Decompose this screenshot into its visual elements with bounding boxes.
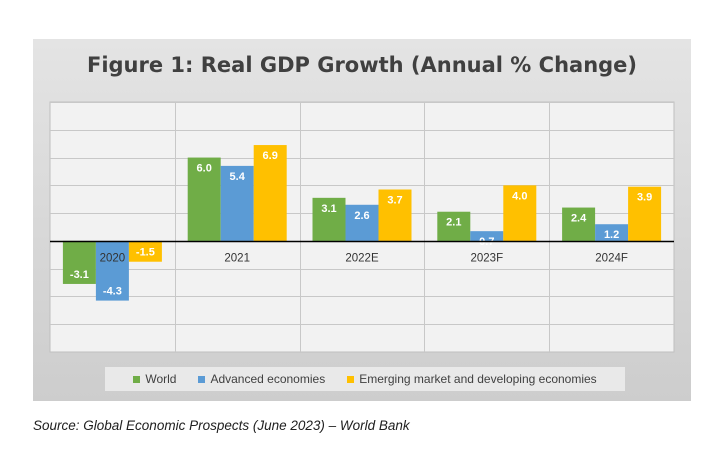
data-label-advanced-economies-2020: -4.3 — [103, 286, 122, 298]
plot-area: -3.16.03.12.1 2.4-4.35.42.60.71.2-1.56.93… — [49, 101, 675, 353]
chart-card: Figure 1: Real GDP Growth (Annual % Chan… — [33, 39, 691, 401]
legend-label-advanced-economies: Advanced economies — [210, 372, 326, 386]
data-label-world-2024F: 2.4 — [571, 213, 587, 225]
bar-emerging-market-and-developing-economies-2023F — [503, 185, 537, 241]
bar-world-2020 — [62, 240, 96, 284]
legend-label-emerging-economies: Emerging market and developing economies — [359, 372, 597, 386]
legend-item-world: World — [133, 372, 176, 386]
x-tick-label-2024F: 2024F — [595, 253, 628, 265]
bar-advanced-economies-2023F — [470, 231, 504, 241]
data-label-emerging-market-and-developing-economies-2023F: 4.0 — [512, 190, 527, 202]
bar-emerging-market-and-developing-economies-2021 — [253, 145, 287, 241]
data-label-advanced-economies-2022E: 2.6 — [354, 210, 369, 222]
x-tick-label-2021: 2021 — [224, 253, 250, 265]
bar-emerging-market-and-developing-economies-2022E — [378, 189, 412, 241]
bar-world-2021 — [187, 157, 221, 241]
bar-emerging-market-and-developing-economies-2024F — [628, 186, 662, 241]
x-tick-label-2022E: 2022E — [345, 253, 379, 265]
legend-swatch-world — [133, 375, 141, 383]
bar-emerging-market-and-developing-economies-2020 — [128, 240, 162, 262]
bar-world-2022E — [312, 197, 346, 241]
data-label-world-2021: 6.0 — [197, 163, 212, 175]
data-label-advanced-economies-2024F: 1.2 — [604, 229, 619, 241]
data-label-advanced-economies-2021: 5.4 — [230, 171, 246, 183]
bar-advanced-economies-2020 — [95, 240, 129, 301]
data-label-emerging-market-and-developing-economies-2024F: 3.9 — [637, 192, 652, 204]
bar-advanced-economies-2021 — [220, 165, 254, 241]
data-label-emerging-market-and-developing-economies-2021: 6.9 — [263, 150, 278, 162]
legend-swatch-advanced-economies — [198, 375, 206, 383]
chart-title: Figure 1: Real GDP Growth (Annual % Chan… — [86, 53, 638, 77]
bar-world-2023F — [437, 211, 471, 241]
bar-advanced-economies-2024F — [595, 224, 629, 241]
x-tick-label-2020: 2020 — [100, 253, 126, 265]
data-label-world-2022E: 3.1 — [321, 203, 336, 215]
source-note: Source: Global Economic Prospects (June … — [33, 418, 410, 433]
data-label-world-2023F: 2.1 — [446, 217, 461, 229]
data-label-world-2020: -3.1 — [70, 269, 89, 281]
legend-label-world: World — [145, 372, 177, 386]
legend-item-advanced-economies: Advanced economies — [198, 372, 325, 386]
bar-advanced-economies-2022E — [345, 204, 379, 241]
legend: World Advanced economies Emerging market… — [105, 367, 625, 391]
data-label-emerging-market-and-developing-economies-2022E: 3.7 — [387, 195, 402, 207]
bar-world-2024F — [562, 207, 596, 241]
legend-swatch-emerging-economies — [347, 375, 355, 383]
x-tick-label-2023F: 2023F — [470, 253, 503, 265]
legend-item-emerging-economies: Emerging market and developing economies — [347, 372, 597, 386]
data-label-emerging-market-and-developing-economies-2020: -1.5 — [136, 247, 155, 259]
